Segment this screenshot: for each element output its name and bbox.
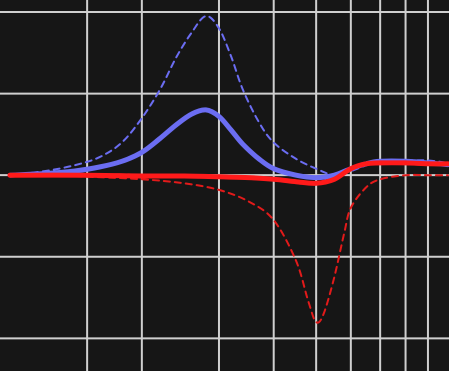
series-red-dashed: [9, 173, 449, 324]
series-layer: [7, 15, 449, 324]
series-red-solid: [7, 160, 449, 186]
